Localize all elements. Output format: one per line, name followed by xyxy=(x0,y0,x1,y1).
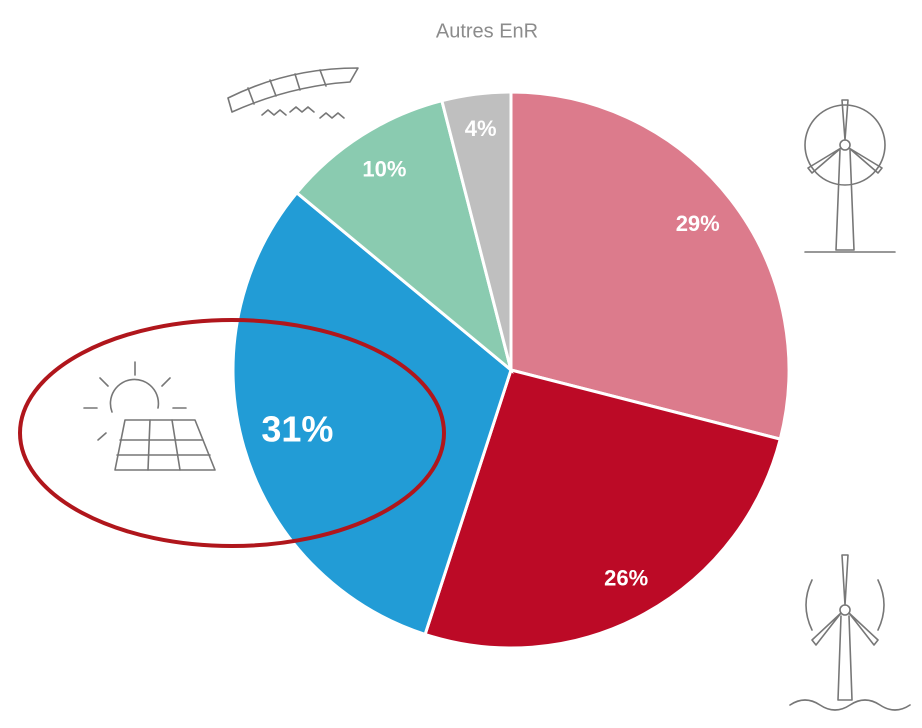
data-label: 31% xyxy=(261,409,333,450)
slice xyxy=(231,190,513,637)
annotation: Autres EnR xyxy=(436,20,538,42)
solar-icon xyxy=(83,361,216,471)
slice xyxy=(509,90,791,441)
data-label: 29% xyxy=(676,211,720,236)
slice xyxy=(423,368,783,650)
data-label: 10% xyxy=(362,156,406,181)
slice xyxy=(440,90,513,371)
pie xyxy=(231,90,791,650)
wind-icon xyxy=(804,99,896,253)
labels: 29% 26% 31% 10% 4% xyxy=(261,116,719,590)
hydro-icon xyxy=(227,67,359,119)
offshore-wind-icon xyxy=(789,554,911,711)
data-label: 26% xyxy=(604,565,648,590)
highlight-ellipse xyxy=(18,318,446,548)
data-label: 4% xyxy=(465,116,497,141)
slice xyxy=(294,98,514,375)
